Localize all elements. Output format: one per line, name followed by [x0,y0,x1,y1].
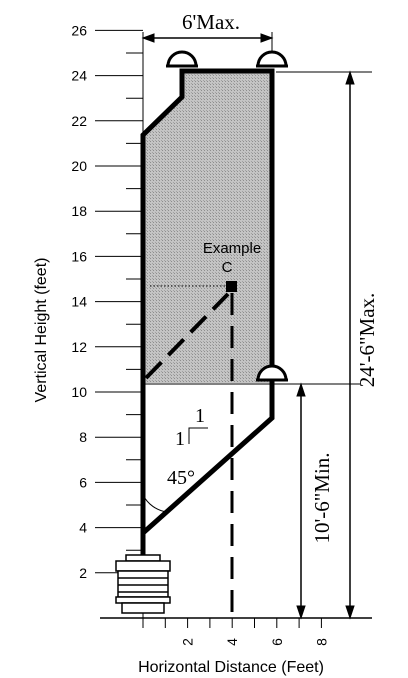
slope-indicator [188,427,208,444]
y-axis-title: Vertical Height (feet) [33,258,50,403]
y-tick-label: 14 [71,294,87,310]
dome-marker-top-left [166,50,198,68]
height-max-label: 24'-6"Max. [355,293,379,388]
y-tick-label: 2 [79,565,87,581]
y-tick-label: 20 [71,158,87,174]
lower-structure [140,383,275,556]
slope-rise-label: 1 [175,428,185,450]
height-max-dimension [276,70,372,620]
width-max-label: 6'Max. [182,10,240,34]
min-height-label: 10'-6"Min. [310,452,334,543]
slope-run-label: 1 [195,405,205,427]
y-tick-label: 4 [79,520,87,536]
example-point-marker [226,281,237,292]
angle-label: 45° [167,467,195,489]
y-tick-label: 24 [71,68,87,84]
y-tick-label: 8 [79,429,87,445]
column-base-icon [115,554,171,614]
dome-marker-lower-right [256,364,288,382]
x-tick-label: 6 [269,638,285,646]
angle-arc [142,494,168,513]
y-tick-label: 10 [71,384,87,400]
x-tick-label: 8 [313,638,329,646]
x-tick-label: 2 [180,638,196,646]
y-tick-label: 16 [71,248,87,264]
example-point-label: C [222,259,233,276]
x-axis-title: Horizontal Distance (Feet) [138,659,324,676]
y-tick-label: 12 [71,339,87,355]
example-label: Example [203,240,261,257]
min-height-dimension [296,382,306,620]
x-axis-ticks: 2 4 6 8 [142,618,329,646]
y-tick-label: 18 [71,203,87,219]
dome-marker-top-right [256,50,288,68]
y-tick-label: 6 [79,474,87,490]
x-tick-label: 4 [224,638,240,646]
y-tick-label: 26 [71,22,87,38]
y-tick-label: 22 [71,113,87,129]
clearance-envelope [143,71,272,383]
dashed-diagonal [144,292,230,380]
